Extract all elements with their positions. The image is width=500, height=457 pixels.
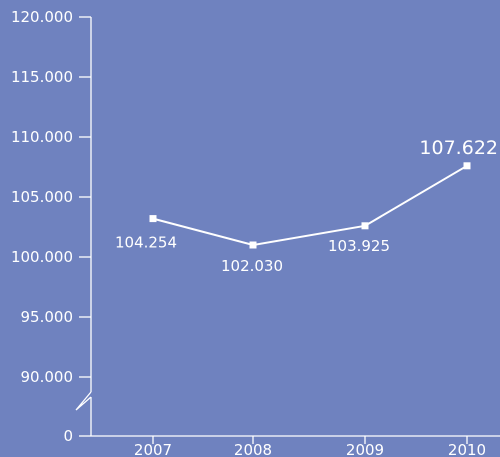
data-point bbox=[361, 222, 369, 230]
y-tick-label: 120.000 bbox=[11, 8, 73, 26]
x-tick-label: 2010 bbox=[448, 441, 486, 457]
x-tick-label: 2009 bbox=[346, 441, 384, 457]
series-layer bbox=[149, 162, 471, 249]
data-point bbox=[249, 241, 257, 249]
data-point bbox=[463, 162, 471, 170]
x-tick-label: 2008 bbox=[234, 441, 272, 457]
y-tick-label: 105.000 bbox=[11, 188, 73, 206]
y-tick-label: 100.000 bbox=[11, 248, 73, 266]
axis-layer bbox=[75, 16, 500, 444]
y-tick-label: 115.000 bbox=[11, 68, 73, 86]
y-axis-break bbox=[75, 391, 92, 411]
data-label: 104.254 bbox=[115, 234, 177, 252]
label-layer: 120.000 115.000 110.000 105.000 100.000 95.00… bbox=[11, 8, 498, 457]
series-line bbox=[152, 164, 468, 247]
data-label: 102.030 bbox=[221, 257, 283, 275]
data-label: 107.622 bbox=[419, 137, 498, 159]
y-tick-label: 110.000 bbox=[11, 128, 73, 146]
x-tick-label: 2007 bbox=[134, 441, 172, 457]
y-tick-label-zero: 0 bbox=[63, 427, 73, 445]
data-label: 103.925 bbox=[328, 237, 390, 255]
data-point bbox=[149, 215, 157, 223]
y-tick-label: 95.000 bbox=[21, 308, 74, 326]
y-tick-label: 90.000 bbox=[21, 368, 74, 386]
